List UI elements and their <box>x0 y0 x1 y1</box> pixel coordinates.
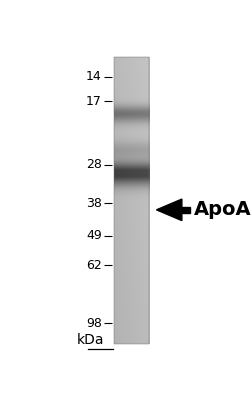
Text: 49: 49 <box>86 229 102 242</box>
Bar <box>182 207 190 213</box>
Bar <box>113 57 149 344</box>
Text: 17: 17 <box>86 95 102 108</box>
Text: 98: 98 <box>86 317 102 330</box>
Text: 28: 28 <box>86 158 102 171</box>
Text: 38: 38 <box>86 197 102 210</box>
Text: kDa: kDa <box>76 333 104 347</box>
Text: 14: 14 <box>86 70 102 83</box>
Text: 62: 62 <box>86 259 102 272</box>
Text: ApoA5: ApoA5 <box>194 200 252 219</box>
Polygon shape <box>156 199 182 221</box>
